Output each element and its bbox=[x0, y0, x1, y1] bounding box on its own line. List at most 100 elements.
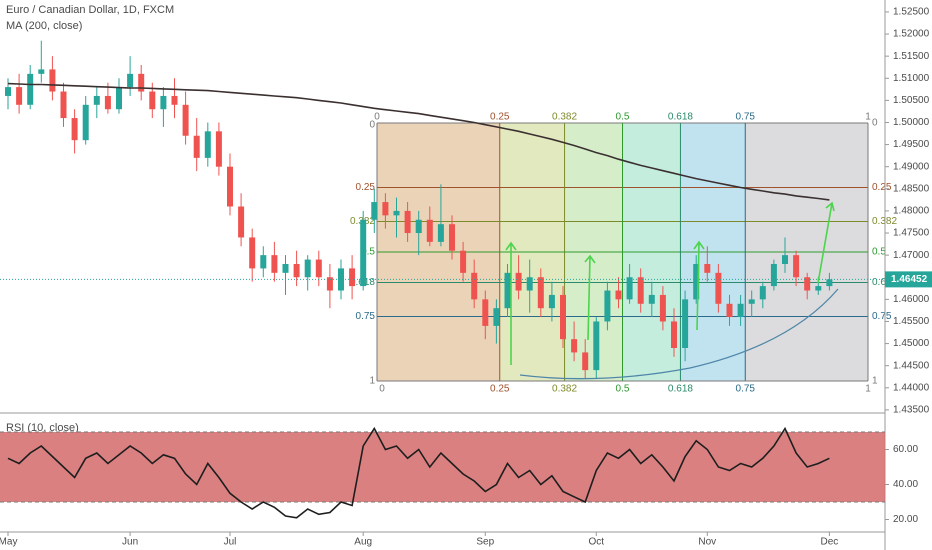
arrows bbox=[505, 201, 835, 365]
candle-body bbox=[460, 250, 467, 273]
x-tick-label: Oct bbox=[589, 537, 605, 548]
candle-body bbox=[393, 210, 400, 216]
candle-body bbox=[227, 166, 233, 207]
y-tick-label: 1.49500 bbox=[893, 139, 930, 150]
candle-body bbox=[382, 202, 389, 216]
candle-body bbox=[449, 224, 455, 251]
y-tick-label: 1.43500 bbox=[893, 405, 930, 416]
candle-body bbox=[60, 91, 67, 119]
fib-label: 0.25 bbox=[490, 112, 510, 123]
moving-average bbox=[7, 82, 830, 201]
candle-body bbox=[715, 272, 722, 304]
y-tick-label: 1.48500 bbox=[893, 183, 930, 194]
y-tick-label: 1.49000 bbox=[893, 161, 930, 172]
indicator-title: MA (200, close) bbox=[6, 20, 82, 32]
candle-body bbox=[5, 87, 11, 96]
last-price-label: 1.46452 bbox=[891, 274, 928, 285]
x-tick-label: Aug bbox=[354, 537, 372, 548]
candle-body bbox=[560, 294, 566, 340]
candle-body bbox=[371, 202, 378, 220]
y-tick-label: 1.51500 bbox=[893, 51, 930, 62]
fib-label: 0.25 bbox=[872, 182, 892, 193]
rsi-line bbox=[7, 426, 830, 519]
y-tick-label: 1.50000 bbox=[893, 117, 930, 128]
fib-label: 0.75 bbox=[356, 311, 376, 322]
candle-body bbox=[604, 290, 611, 322]
candle-body bbox=[682, 299, 689, 348]
candle-body bbox=[160, 95, 167, 110]
candle-body bbox=[726, 303, 733, 318]
fib-label: 0.75 bbox=[736, 112, 756, 123]
candle-body bbox=[515, 272, 522, 291]
y-tick-label: 1.52500 bbox=[893, 7, 930, 18]
y-tick-label: 1.52000 bbox=[893, 29, 930, 40]
y-tick-label: 1.45500 bbox=[893, 316, 930, 327]
y-tick-label: 1.47000 bbox=[893, 250, 930, 261]
candle-body bbox=[770, 263, 777, 287]
candle-body bbox=[593, 321, 600, 371]
x-tick-label: May bbox=[0, 537, 17, 548]
candle-body bbox=[548, 294, 555, 309]
candle-body bbox=[482, 299, 489, 326]
candle-body bbox=[693, 263, 700, 300]
candle-body bbox=[171, 95, 178, 105]
y-tick-label: 20.00 bbox=[893, 514, 918, 525]
fib-label: 1 bbox=[369, 376, 375, 387]
candle-body bbox=[571, 339, 578, 353]
plot-area bbox=[5, 40, 833, 379]
candle-body bbox=[637, 277, 644, 304]
fib-label: 0 bbox=[374, 112, 380, 123]
fib-label: 1 bbox=[865, 384, 871, 395]
candle-body bbox=[338, 268, 344, 291]
arrow bbox=[693, 240, 705, 331]
candle-body bbox=[138, 73, 145, 92]
candle-body bbox=[504, 272, 511, 309]
candle-body bbox=[537, 277, 544, 309]
candle-body bbox=[104, 95, 111, 110]
candle-body bbox=[360, 219, 367, 287]
candle-body bbox=[116, 87, 122, 110]
candle-body bbox=[426, 219, 433, 242]
fib-label: 1 bbox=[872, 376, 878, 387]
fib-label: 0.5 bbox=[616, 384, 630, 395]
candle-body bbox=[415, 219, 422, 234]
candle-body bbox=[71, 118, 78, 141]
candle-body bbox=[471, 272, 478, 300]
candle-body bbox=[260, 255, 267, 269]
candle-body bbox=[626, 277, 633, 300]
candle-body bbox=[215, 131, 222, 167]
candle-body bbox=[804, 277, 811, 291]
x-tick-label: Sep bbox=[476, 537, 494, 548]
candle-body bbox=[737, 303, 744, 318]
candle-body bbox=[615, 290, 622, 300]
candle-body bbox=[759, 286, 766, 300]
chart-title: Euro / Canadian Dollar, 1D, FXCM bbox=[6, 4, 174, 16]
fib-label: 0.618 bbox=[668, 112, 693, 123]
fib-label: 0.75 bbox=[872, 311, 892, 322]
y-tick-label: 1.44000 bbox=[893, 382, 930, 393]
rsi-band bbox=[0, 432, 885, 502]
candle-body bbox=[38, 69, 45, 74]
candle-body bbox=[282, 263, 289, 273]
fib-label: 0.75 bbox=[736, 384, 756, 395]
arrow bbox=[584, 254, 596, 341]
candle-body bbox=[671, 321, 677, 348]
x-tick-label: Nov bbox=[698, 537, 716, 548]
candle-body bbox=[793, 255, 800, 278]
candle-body bbox=[49, 69, 56, 92]
candle-body bbox=[526, 277, 533, 291]
arrow bbox=[817, 201, 835, 284]
candle-body bbox=[437, 224, 444, 242]
candle-body bbox=[582, 352, 589, 371]
candle-body bbox=[748, 299, 755, 304]
y-tick-label: 1.47500 bbox=[893, 228, 930, 239]
y-tick-label: 1.46000 bbox=[893, 294, 930, 305]
y-tick-label: 1.48000 bbox=[893, 206, 930, 217]
candle-body bbox=[271, 255, 278, 273]
fib-label: 0.382 bbox=[552, 384, 577, 395]
candle-body bbox=[249, 237, 256, 269]
fib-label: 0 bbox=[369, 120, 375, 131]
rsi-title: RSI (10, close) bbox=[6, 422, 79, 434]
fib-label: 0.5 bbox=[361, 247, 375, 258]
